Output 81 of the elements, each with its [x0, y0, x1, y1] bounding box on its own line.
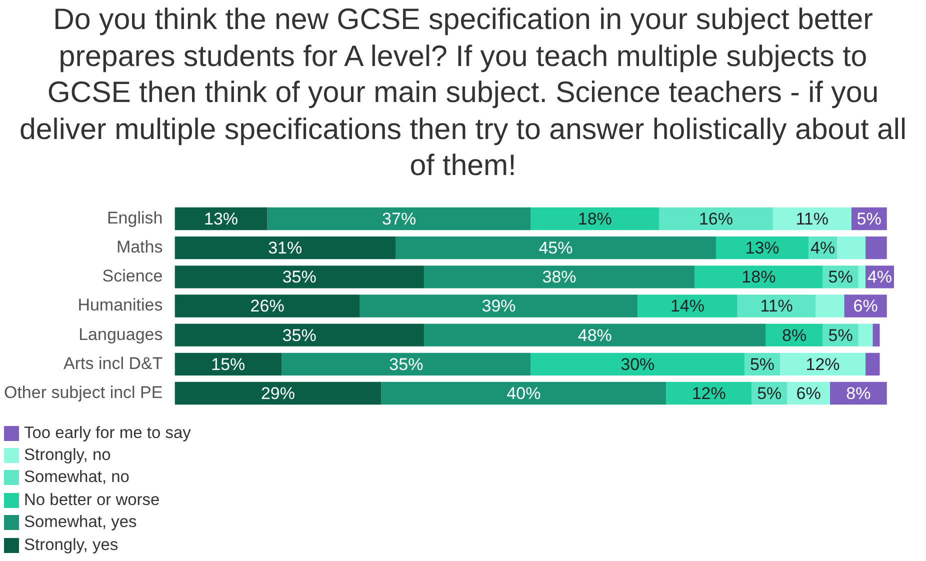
data-label: 18%	[742, 268, 776, 287]
y-tick-label: English	[106, 208, 163, 228]
data-label: 18%	[578, 209, 612, 228]
data-label: 35%	[282, 326, 316, 345]
data-label: 5%	[757, 384, 782, 403]
bar	[396, 236, 716, 260]
data-label: 4%	[867, 268, 892, 287]
bar	[174, 236, 396, 260]
data-label: 15%	[211, 354, 246, 374]
bar	[381, 382, 666, 405]
bar	[174, 266, 424, 288]
data-label: 48%	[578, 326, 612, 345]
bar	[858, 266, 866, 288]
bar	[530, 352, 744, 376]
bar	[174, 294, 360, 318]
data-label: 8%	[782, 326, 807, 345]
y-tick-label: Humanities	[78, 296, 163, 315]
data-label: 37%	[382, 209, 416, 228]
data-label: 5%	[828, 326, 853, 345]
bar	[716, 236, 809, 260]
data-label: 8%	[846, 384, 871, 403]
y-tick-label: Maths	[116, 238, 163, 257]
data-label: 5%	[750, 354, 775, 374]
data-label: 31%	[268, 238, 302, 258]
bar	[360, 294, 638, 318]
data-label: 6%	[796, 384, 821, 403]
bar	[866, 352, 880, 376]
bar	[766, 324, 823, 346]
bar	[424, 266, 695, 288]
bar	[658, 207, 773, 230]
bar	[858, 324, 873, 346]
bar	[424, 324, 766, 346]
bar	[780, 352, 866, 376]
legend-label: Somewhat, yes	[24, 513, 137, 532]
data-label: 6%	[853, 296, 878, 316]
data-label: 12%	[806, 354, 840, 374]
bar	[174, 207, 268, 230]
legend-label: No better or worse	[24, 490, 160, 510]
data-label: 13%	[204, 209, 238, 228]
data-label: 12%	[692, 384, 726, 403]
y-tick-label: Other subject incl PE	[4, 382, 163, 402]
y-tick-label: Science	[102, 266, 163, 286]
bar	[666, 382, 752, 405]
data-label: 39%	[482, 296, 516, 316]
bar	[737, 294, 816, 318]
data-label: 45%	[538, 238, 573, 258]
bar	[816, 294, 844, 318]
data-label: 11%	[796, 209, 828, 228]
bar	[866, 236, 887, 260]
bar	[267, 207, 531, 230]
data-label: 29%	[260, 384, 296, 403]
bar	[872, 324, 880, 346]
data-label: 5%	[828, 268, 853, 287]
y-tick-label: Arts incl D&T	[64, 354, 163, 373]
data-label: 13%	[745, 238, 780, 258]
bar	[638, 294, 738, 318]
data-label: 11%	[760, 296, 793, 316]
data-label: 5%	[856, 209, 882, 228]
data-label: 16%	[698, 209, 733, 228]
data-label: 35%	[389, 354, 424, 374]
data-label: 38%	[542, 268, 576, 287]
chart-title: Do you think the new GCSE specification in your subject better prepares students for A level? If you teach multiple subjects to GCSE then think of your main subject. Science teachers - if you deliver multiple specifications then try to answer holistically about all of them!	[18, 2, 908, 184]
data-label: 35%	[282, 268, 316, 287]
data-label: 40%	[506, 384, 541, 403]
bar	[837, 236, 866, 260]
bar	[694, 266, 823, 288]
data-label: 14%	[670, 296, 704, 316]
data-label: 30%	[620, 354, 655, 374]
bar	[530, 207, 659, 230]
bar	[174, 352, 282, 376]
bar	[174, 324, 424, 346]
data-label: 26%	[250, 296, 284, 316]
legend-label: Strongly, yes	[24, 536, 118, 555]
bar	[174, 382, 382, 405]
bar	[282, 352, 531, 376]
legend-label: Too early for me to say	[24, 424, 191, 443]
legend-label: Strongly, no	[24, 446, 111, 466]
y-tick-label: Languages	[78, 324, 163, 344]
legend-label: Somewhat, no	[24, 468, 130, 488]
bar	[772, 207, 852, 230]
data-label: 4%	[810, 238, 836, 258]
